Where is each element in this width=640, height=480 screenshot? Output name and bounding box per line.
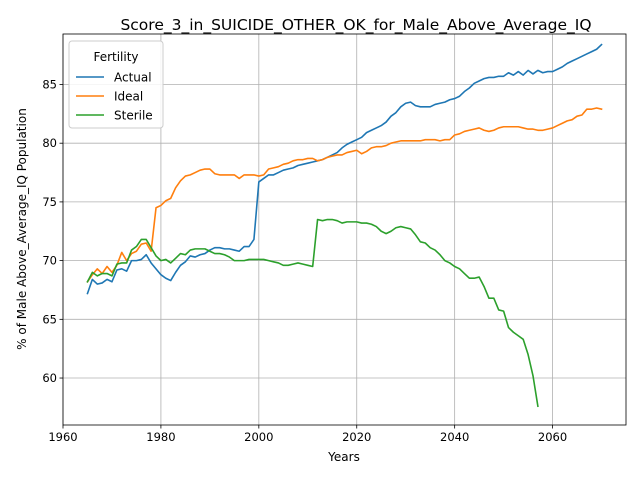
y-axis-label: % of Male Above_Average_IQ Population	[15, 108, 29, 350]
plot-area-frame	[62, 33, 627, 426]
grid	[62, 34, 626, 425]
x-tick-label: 1960	[48, 430, 77, 444]
y-tick-label: 75	[42, 195, 57, 209]
y-tick-label: 85	[42, 77, 57, 91]
legend-title: Fertility	[93, 50, 138, 64]
axis-ticks: 1960 1980 2000 2020 2040 2060 60 65 70 75 80 85	[42, 77, 567, 444]
series-layer	[86, 43, 603, 408]
x-tick-label: 2040	[440, 430, 469, 444]
legend-label-ideal: Ideal	[114, 90, 143, 104]
legend-label-sterile: Sterile	[114, 109, 153, 123]
y-tick-label: 65	[42, 312, 57, 326]
y-tick-label: 70	[42, 254, 57, 268]
y-tick-label: 80	[42, 136, 57, 150]
legend: Fertility Actual Ideal Sterile	[68, 40, 164, 129]
x-tick-label: 2020	[342, 430, 371, 444]
series-line-actual	[86, 43, 603, 295]
legend-label-actual: Actual	[114, 71, 152, 85]
series-line-sterile	[86, 218, 539, 408]
legend-box	[68, 40, 164, 129]
x-axis-label: Years	[327, 450, 360, 464]
x-tick-label: 2060	[538, 430, 567, 444]
y-tick-label: 60	[42, 371, 57, 385]
x-tick-label: 1980	[146, 430, 175, 444]
x-tick-label: 2000	[244, 430, 273, 444]
series-line-ideal	[86, 107, 603, 283]
chart-title: Score_3_in_SUICIDE_OTHER_OK_for_Male_Abo…	[120, 16, 591, 35]
